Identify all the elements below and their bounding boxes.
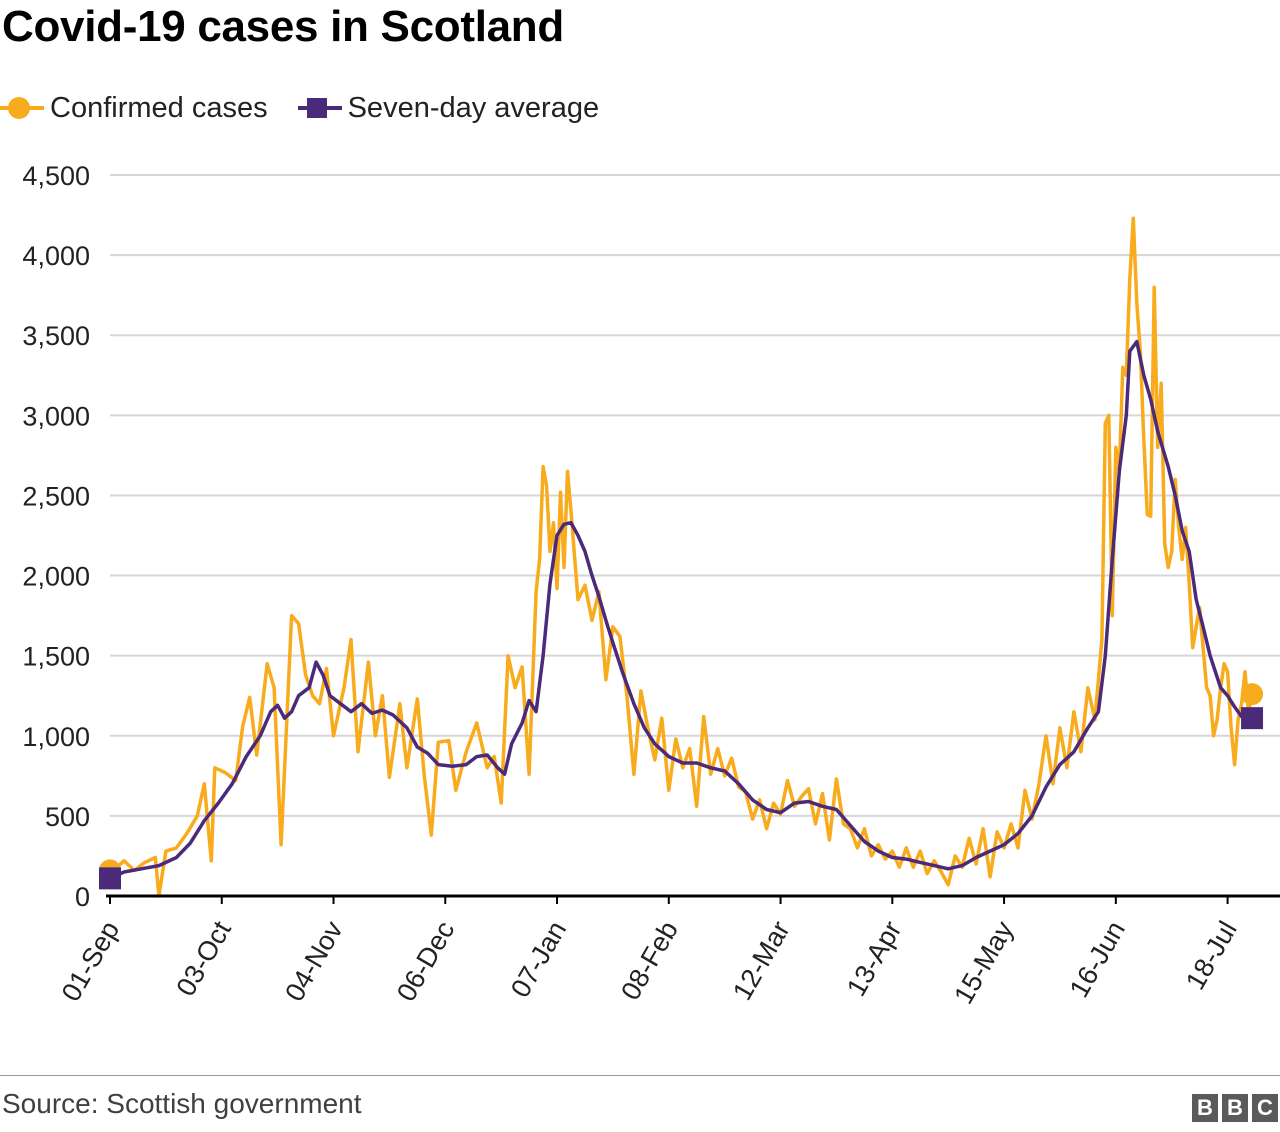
x-tick-label-18-Jul: 18-Jul (1180, 916, 1243, 995)
legend-label-average: Seven-day average (347, 91, 600, 124)
y-tick-label-3000: 3,000 (22, 401, 90, 431)
gridlines (110, 174, 1280, 817)
bbc-logo: B B C (1188, 1094, 1278, 1122)
y-tick-label-1000: 1,000 (22, 722, 90, 752)
y-tick-label-2000: 2,000 (22, 562, 90, 592)
x-axis-tick-labels: 01-Sep 03-Oct 04-Nov 06-Dec 07-Jan 08-Feb 12-M… (56, 896, 1243, 1009)
x-tick-label-08-Feb: 08-Feb (615, 916, 684, 1005)
series-line-confirmed-cases (109, 216, 1254, 898)
y-tick-label-4500: 4,500 (22, 161, 90, 191)
legend-item-confirmed: Confirmed cases (0, 92, 268, 125)
legend-label-confirmed: Confirmed cases (50, 91, 268, 124)
y-tick-label-1500: 1,500 (22, 642, 90, 672)
legend-item-average: Seven-day average (297, 91, 600, 125)
chart-title: Covid-19 cases in Scotland (2, 2, 564, 51)
x-tick-label-01-Sep: 01-Sep (56, 916, 126, 1006)
confirmed-end-marker (1241, 683, 1264, 706)
legend-average-square-icon (297, 98, 342, 118)
series-markers (99, 683, 1264, 890)
x-tick-label-16-Jun: 16-Jun (1064, 916, 1131, 1003)
x-tick-label-03-Oct: 03-Oct (170, 916, 237, 1002)
bbc-logo-letter-3: C (1252, 1094, 1278, 1122)
x-tick-label-13-Apr: 13-Apr (841, 916, 908, 1001)
y-tick-label-4000: 4,000 (22, 241, 90, 271)
legend-confirmed-circle-icon (0, 97, 44, 119)
average-end-marker (1241, 707, 1264, 730)
x-tick-label-06-Dec: 06-Dec (391, 916, 461, 1006)
average-start-marker (99, 867, 121, 890)
y-tick-label-3500: 3,500 (22, 321, 90, 351)
y-tick-label-500: 500 (45, 802, 90, 832)
line-chart: 0 500 1,000 1,500 2,000 2,500 3,000 3,500 4,000 4… (22, 161, 1280, 1009)
y-tick-label-0: 0 (75, 882, 90, 912)
series-line-seven-day-average (109, 339, 1253, 880)
y-axis-tick-labels: 0 500 1,000 1,500 2,000 2,500 3,000 3,500 4,000 4… (22, 161, 90, 912)
legend: Confirmed cases Seven-day average (0, 88, 629, 128)
series-lines (109, 216, 1254, 898)
bbc-logo-letter-2: B (1222, 1094, 1248, 1122)
bbc-logo-letter-1: B (1192, 1094, 1218, 1122)
x-tick-label-12-Mar: 12-Mar (727, 916, 796, 1005)
source-note: Source: Scottish government (2, 1088, 362, 1119)
x-tick-label-04-Nov: 04-Nov (279, 916, 349, 1007)
footer-divider (0, 1075, 1280, 1076)
x-tick-label-15-May: 15-May (948, 916, 1019, 1009)
x-tick-label-07-Jan: 07-Jan (505, 916, 572, 1003)
y-tick-label-2500: 2,500 (22, 481, 90, 511)
